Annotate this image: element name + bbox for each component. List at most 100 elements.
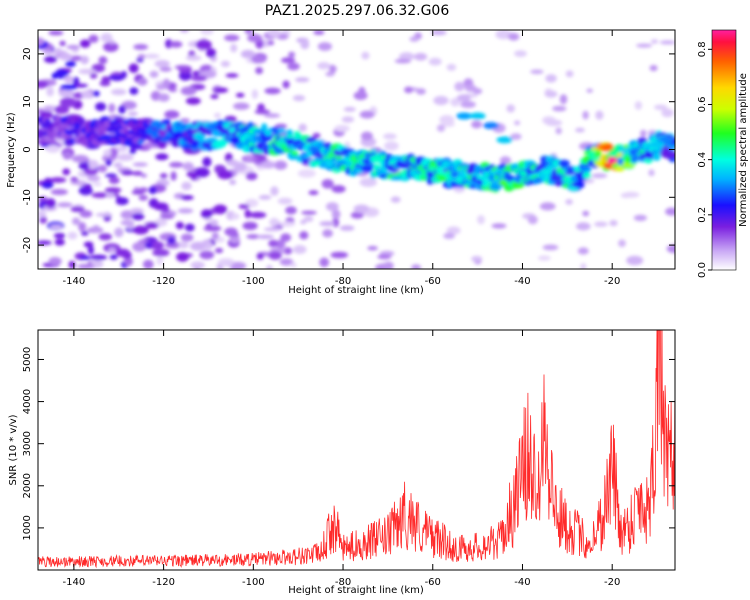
spectrogram-cell-206	[244, 209, 251, 219]
spectrogram-cell-342	[456, 94, 471, 102]
spectrogram-ytick-label: 20	[22, 48, 33, 61]
spectrogram-cell-164	[116, 153, 134, 161]
spectrogram-cell-545	[78, 161, 90, 170]
spectrogram-cell-575	[339, 225, 355, 231]
snr-frame	[37, 329, 676, 571]
spectrogram-cell-480	[341, 116, 355, 123]
spectrogram-cell-151	[178, 71, 192, 81]
spectrogram-cell-332	[92, 225, 100, 234]
spectrogram-cell-530	[180, 195, 194, 201]
spectrogram-cell-7	[399, 52, 415, 61]
spectrogram-cell-423	[120, 170, 134, 176]
spectrogram-cell-369	[510, 133, 522, 141]
spectrogram-cell-544	[595, 110, 604, 120]
spectrogram-cell-353	[384, 141, 399, 151]
spectrogram-cell-486	[179, 30, 189, 33]
spectrogram-cell-193	[149, 70, 159, 78]
spectrogram-cell-307	[177, 208, 194, 214]
spectrogram-cell-272	[118, 105, 126, 114]
spectrogram-cell-579	[256, 252, 264, 260]
spectrogram-cell-69	[200, 30, 214, 35]
spectrogram-cell-285	[460, 101, 476, 108]
spectrogram-cell-566	[95, 212, 113, 217]
spectrogram-cell-925	[259, 136, 273, 142]
spectrogram-cell-287	[190, 172, 198, 181]
spectrogram-cell-329	[131, 213, 145, 221]
spectrogram-cell-253	[266, 264, 273, 269]
spectrogram-cell-174	[127, 111, 138, 116]
spectrogram-cell-231	[319, 221, 336, 227]
spectrogram-cell-350	[195, 39, 212, 50]
spectrogram-cell-739	[137, 139, 145, 145]
spectrogram-cell-178	[89, 72, 98, 79]
spectrogram-cell-547	[264, 113, 281, 118]
spectrogram-cell-268	[251, 89, 259, 100]
spectrogram-cell-229	[282, 80, 290, 89]
snr-panel: -140 -120 -100 -80 -60 -40 -20 1000 2000 3000 4000…	[8, 329, 676, 596]
spectrogram-cell-414	[108, 75, 126, 81]
spectrogram-cell-135	[129, 87, 139, 95]
spectrogram-cell-482	[109, 254, 118, 260]
colorbar-tick-label: 0.6	[697, 97, 708, 113]
spectrogram-cell-454	[131, 190, 145, 195]
spectrogram-cell-731	[132, 120, 139, 126]
spectrogram-cell-549	[108, 147, 119, 158]
spectrogram-cell-23	[255, 67, 263, 75]
spectrogram-cell-212	[92, 90, 100, 97]
spectrogram-cell-21	[514, 50, 527, 57]
spectrogram-cell-1402	[582, 172, 592, 179]
spectrogram-cell-404	[100, 33, 113, 43]
spectrogram-cell-550	[235, 92, 245, 98]
spectrogram-cell-257	[242, 221, 258, 231]
spectrogram-cell-559	[80, 231, 89, 236]
spectrogram-cell-277	[580, 263, 587, 269]
spectrogram-cell-157	[565, 199, 573, 205]
spectrogram-cell-573	[103, 149, 112, 157]
spectrogram-cell-371	[82, 183, 92, 189]
spectrogram-cell-532	[174, 65, 192, 70]
spectrogram-xtick-label: -60	[425, 276, 441, 287]
spectrogram-cell-500	[205, 243, 213, 250]
spectrogram-cell-372	[454, 81, 465, 92]
spectrogram-cell-473	[59, 53, 73, 61]
spectrogram-cell-609	[50, 139, 57, 146]
spectrogram-cell-380	[321, 179, 334, 189]
spectrogram-cell-538	[300, 219, 307, 225]
figure-title: PAZ1.2025.297.06.32.G06	[265, 3, 450, 19]
spectrogram-cell-489	[211, 232, 219, 240]
snr-xtick-label: -80	[335, 577, 351, 588]
spectrogram-cell-1532	[456, 112, 473, 120]
spectrogram-cell-502	[185, 97, 201, 105]
spectrogram-cell-570	[545, 119, 563, 127]
spectrogram-cell-412	[325, 202, 339, 212]
spectrogram-cell-468	[288, 51, 296, 58]
spectrogram-cell-457	[169, 41, 183, 48]
spectrogram-cell-312	[350, 211, 364, 219]
spectrogram-cell-1531	[668, 157, 675, 163]
spectrogram-cell-13	[113, 192, 120, 198]
spectrogram-cell-807	[181, 143, 193, 150]
spectrogram-cell-294	[450, 97, 461, 107]
spectrogram-cell-220	[103, 42, 119, 52]
spectrogram-cell-459	[132, 225, 149, 235]
spectrogram-ytick-label: -20	[22, 237, 33, 253]
spectrogram-cell-286	[79, 39, 91, 48]
spectrogram-cell-259	[312, 132, 321, 139]
spectrogram-cell-569	[295, 77, 310, 83]
colorbar: 0.0 0.2 0.4 0.6 0.8 Normalized spectral ampl…	[697, 29, 749, 278]
spectrogram-cell-124	[414, 52, 428, 61]
spectrogram-cell-1130	[400, 177, 410, 182]
spectrogram-cell-175	[79, 255, 91, 260]
spectrogram-xtick-label: -40	[514, 276, 530, 287]
spectrogram-cell-392	[223, 261, 233, 267]
spectrogram-cell-308	[254, 109, 271, 115]
spectrogram-cell-316	[58, 89, 75, 98]
spectrogram-cell-133	[229, 261, 247, 269]
spectrogram-cell-349	[110, 88, 127, 96]
spectrogram-cell-76	[514, 120, 521, 126]
spectrogram-cell-196	[609, 220, 618, 227]
spectrogram-cell-265	[213, 87, 229, 93]
spectrogram-cell-1369	[557, 159, 570, 167]
spectrogram-ytick-label: 10	[22, 95, 33, 108]
